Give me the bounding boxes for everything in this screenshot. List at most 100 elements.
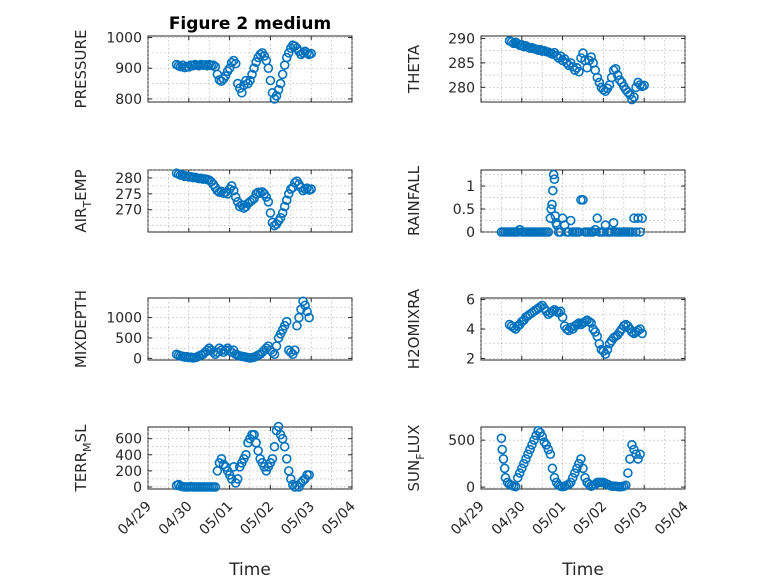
- data-point: [563, 479, 574, 490]
- x-tick-label: 05/04: [652, 498, 692, 538]
- y-axis-label: MIXDEPTH: [72, 290, 90, 368]
- x-axis-label: Time: [561, 560, 604, 580]
- y-label-main: PRESSURE: [72, 30, 90, 109]
- y-tick-label: 0: [466, 225, 475, 241]
- data-point: [512, 472, 523, 483]
- data-point: [228, 185, 239, 196]
- data-point: [216, 454, 227, 464]
- y-label-tail: SL: [72, 424, 90, 443]
- data-point: [535, 44, 545, 55]
- y-tick-label: 0.5: [453, 202, 475, 218]
- data-point: [302, 48, 312, 58]
- data-point: [202, 345, 212, 356]
- data-point: [279, 201, 290, 212]
- y-axis-label: PRESSURE: [72, 30, 90, 109]
- data-point: [519, 458, 529, 469]
- data-point: [226, 57, 237, 68]
- data-point: [267, 454, 278, 464]
- data-point: [541, 440, 552, 450]
- y-tick-label: 500: [115, 331, 142, 347]
- data-point: [549, 472, 560, 483]
- data-point: [580, 316, 590, 327]
- data-point: [510, 481, 521, 492]
- data-point: [574, 318, 584, 328]
- axes-box: [480, 169, 686, 233]
- subplot-sun_flux: 0 500 SUNFLUX 04/29 04/30 05/01 05/02 05/03 05/0…: [405, 425, 692, 580]
- y-label-main: TERR: [72, 452, 90, 493]
- y-tick-label: 2: [466, 352, 475, 368]
- data-point: [285, 474, 296, 484]
- subplot-pressure: 800 900 1000 PRESSURE Figure 2 medium: [72, 14, 353, 109]
- data-point: [635, 80, 645, 90]
- data-point: [247, 69, 257, 80]
- data-point: [555, 306, 566, 317]
- x-tick-label: 05/02: [237, 499, 277, 539]
- data-point: [633, 213, 643, 224]
- data-point: [302, 183, 312, 193]
- data-point: [608, 218, 619, 228]
- data-point: [548, 169, 559, 180]
- data-point: [623, 468, 633, 478]
- data-point: [306, 184, 317, 194]
- data-point: [578, 463, 588, 474]
- data-point: [230, 192, 241, 202]
- data-point: [629, 92, 639, 102]
- data-point: [241, 449, 251, 460]
- x-tick-label: 05/02: [570, 499, 610, 539]
- y-tick-label: 4: [466, 322, 475, 338]
- y-tick-label: 6: [466, 292, 475, 308]
- y-label-tail: LUX: [405, 425, 423, 454]
- data-point: [210, 482, 221, 492]
- data-point: [516, 39, 527, 50]
- data-point: [563, 60, 574, 71]
- data-point: [290, 345, 300, 356]
- data-point: [572, 463, 582, 474]
- y-axis-label: RAINFALL: [405, 165, 423, 236]
- data-point: [281, 454, 292, 464]
- y-tick-label: 1000: [106, 311, 142, 327]
- data-point: [304, 470, 314, 480]
- y-label-main: AIR: [72, 208, 90, 233]
- data-point: [598, 84, 609, 95]
- data-point: [302, 306, 312, 317]
- subplot-h2omixra: 2 4 6 H2OMIXRA: [405, 288, 686, 369]
- y-tick-label: 600: [115, 432, 142, 448]
- y-tick-label: 900: [115, 61, 142, 77]
- data-point: [612, 70, 623, 80]
- x-axis-label: Time: [228, 560, 271, 580]
- data-point: [584, 316, 594, 327]
- axes-box: [147, 426, 353, 490]
- data-point: [516, 463, 527, 474]
- data-point: [592, 213, 603, 224]
- data-point: [578, 195, 588, 205]
- data-point: [304, 312, 314, 323]
- data-point: [586, 52, 596, 62]
- y-tick-label: 800: [115, 92, 142, 108]
- x-tick-label: 05/04: [319, 498, 359, 538]
- x-tick-label: 05/01: [530, 499, 570, 539]
- data-point: [551, 306, 562, 317]
- subplot-mixdepth: 0 500 1000 MIXDEPTH: [72, 290, 353, 368]
- data-point: [281, 52, 292, 63]
- data-point: [300, 300, 310, 311]
- data-point: [547, 463, 558, 474]
- y-axis-label: SUNFLUX: [405, 425, 427, 492]
- data-point: [499, 463, 510, 474]
- subplot-theta: 280 285 290 THETA: [405, 31, 686, 105]
- y-axis-label: AIRTEMP: [72, 169, 94, 232]
- data-point: [631, 449, 641, 460]
- data-point: [281, 316, 292, 327]
- data-point: [224, 63, 235, 74]
- y-label-main: H2OMIXRA: [405, 288, 423, 369]
- data-point: [594, 338, 605, 349]
- data-point: [273, 84, 284, 95]
- data-point: [537, 431, 548, 442]
- data-point: [635, 324, 645, 334]
- y-label-main: RAINFALL: [405, 165, 423, 236]
- data-point: [251, 57, 261, 67]
- y-tick-label: 280: [448, 80, 475, 96]
- y-label-main: THETA: [405, 44, 423, 94]
- x-tick-label: 05/01: [197, 499, 237, 539]
- data-point: [521, 454, 531, 464]
